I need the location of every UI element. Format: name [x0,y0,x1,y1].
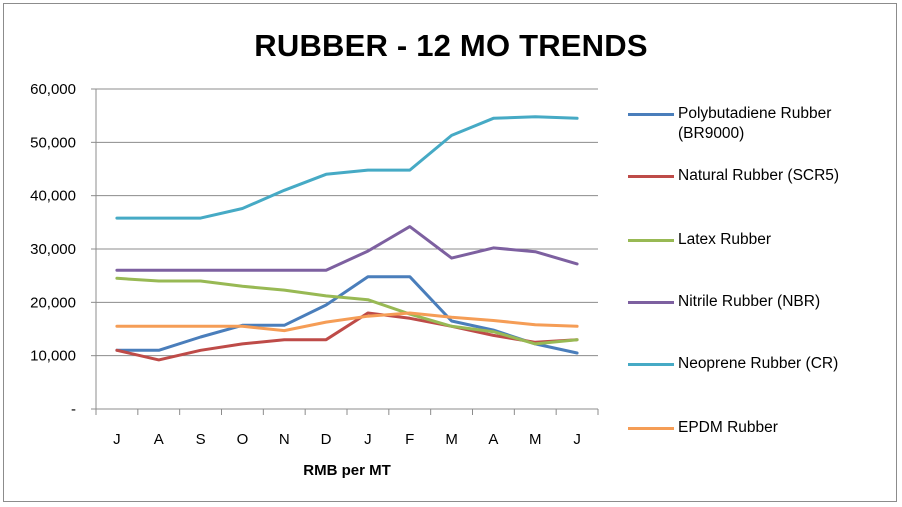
series-line-3 [115,225,579,272]
y-tick-label: 10,000 [30,348,76,365]
legend-label: Polybutadiene Rubber (BR9000) [678,105,832,142]
legend-label: Natural Rubber (SCR5) [678,167,840,184]
legend-swatch [628,427,674,430]
legend-swatch [628,363,674,366]
x-tick-label: M [529,431,542,448]
y-tick-label: 50,000 [30,134,76,151]
x-tick-label: F [405,431,414,448]
x-axis-title: RMB per MT [303,462,391,479]
y-tick-label: - [71,401,76,418]
legend-label: Latex Rubber [678,231,772,248]
legend-item: Nitrile Rubber (NBR) [628,292,888,312]
y-tick-label: 40,000 [30,188,76,205]
legend-swatch [628,301,674,304]
series-line-2 [115,276,579,346]
chart-frame: RUBBER - 12 MO TRENDS [3,3,897,502]
x-tick-label: J [364,431,372,448]
x-tick-label: J [573,431,581,448]
x-tick-label: A [154,431,164,448]
legend-item: Polybutadiene Rubber (BR9000) [628,104,888,142]
chart-title: RUBBER - 12 MO TRENDS [254,28,648,63]
legend-swatch [628,175,674,178]
x-tick-label: A [488,431,498,448]
legend-swatch [628,239,674,242]
legend-label: Neoprene Rubber (CR) [678,355,839,372]
legend-item: Neoprene Rubber (CR) [628,354,888,374]
x-tick-label: N [279,431,290,448]
series-line-5 [115,311,579,333]
y-tick-label: 30,000 [30,241,76,258]
y-tick-label: 20,000 [30,294,76,311]
x-tick-label: J [113,431,121,448]
series-line-0 [115,275,579,355]
legend-label: EPDM Rubber [678,419,778,436]
x-tick-label: D [321,431,332,448]
x-tick-label: S [196,431,206,448]
legend-item: EPDM Rubber [628,418,888,438]
legend-swatch [628,113,674,116]
x-tick-label: M [445,431,458,448]
series-line-1 [115,311,579,362]
series-line-4 [115,115,579,220]
x-tick-label: O [237,431,249,448]
legend-item: Natural Rubber (SCR5) [628,166,888,186]
y-tick-label: 60,000 [30,81,76,98]
legend-label: Nitrile Rubber (NBR) [678,293,821,310]
legend-item: Latex Rubber [628,230,888,250]
